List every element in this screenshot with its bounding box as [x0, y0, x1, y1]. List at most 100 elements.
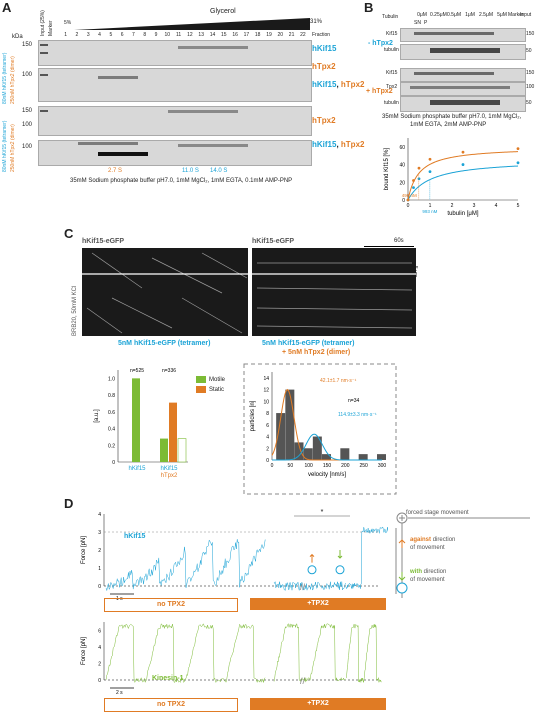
y-tick-label: 0 [112, 460, 115, 466]
fraction-number: 14 [207, 32, 218, 38]
force-trace [346, 527, 388, 589]
kymograph-streaks [82, 248, 416, 336]
kymo-caption-2a: 5nM hKif15-eGFP (tetramer) [262, 340, 354, 347]
against-word: against [410, 537, 431, 543]
bar [160, 439, 168, 462]
down-arrow-icon [338, 550, 342, 558]
force-trace [274, 624, 345, 682]
fraction-number: 12 [184, 32, 195, 38]
gel-label-both-2: hKif15, hTpx2 [312, 140, 364, 149]
force-trace [106, 624, 265, 683]
forced-movement-legend [390, 508, 538, 608]
y-tick-label: 3 [98, 530, 101, 536]
data-point [517, 161, 520, 164]
histogram-bar [377, 454, 386, 460]
y-tick-label: 0 [402, 198, 405, 204]
x-tick-label: 0 [271, 463, 274, 469]
panel-b-letter: B [364, 0, 373, 15]
y-tick-label: 0 [98, 584, 101, 590]
data-point [462, 151, 465, 154]
x-tick-label: 150 [323, 463, 332, 469]
condition-no-tpx2-bottom: no TPX2 [104, 698, 238, 712]
kymo-header-2: hKif15-eGFP [252, 238, 294, 245]
scale-time: 60s [394, 238, 404, 244]
x-category-label: hTpx2 [161, 473, 178, 479]
side-label-tpx2-2: 250nM hTpx2 (dimer) [10, 124, 16, 172]
fraction-number: 3 [83, 32, 94, 38]
y-tick-label: 0 [98, 678, 101, 684]
x-tick-label: 2 [451, 203, 454, 209]
input-label-b: Input [520, 12, 531, 18]
fraction-number: 5 [105, 32, 116, 38]
y-tick-label: 0.8 [108, 393, 115, 399]
x-tick-label: 200 [341, 463, 350, 469]
with-direction: direction [424, 569, 447, 575]
x-tick-label: 3 [473, 203, 476, 209]
legend-static-swatch [196, 386, 206, 393]
fraction-number: 9 [150, 32, 161, 38]
fraction-number: 15 [218, 32, 229, 38]
gel-label-tpx2-4: hTpx2 [341, 140, 365, 149]
y-tick-label: 40 [399, 163, 405, 169]
data-point [412, 179, 415, 182]
row-label-b-4: Tpx2 [386, 84, 397, 90]
data-point [517, 147, 520, 150]
s-value-2: 11.0 S [182, 168, 199, 174]
bead-icon [336, 566, 344, 574]
bar-outline [178, 439, 186, 462]
legend-motile-text: Motile [209, 377, 225, 383]
mw-b-1: 150 [526, 31, 534, 37]
gel-label-tpx2-1: hTpx2 [312, 62, 336, 71]
panel-c-letter: C [64, 226, 73, 241]
axis-break: // [300, 582, 306, 592]
fraction-number: 4 [94, 32, 105, 38]
fraction-label: Fraction [312, 32, 330, 38]
mw-a-3: 150 [22, 108, 32, 114]
fraction-numbers: 1 2 3 4 5 6 7 8 9 10 11 12 13 14 15 16 1… [60, 32, 310, 38]
n-label: n=336 [162, 368, 176, 374]
y-tick-label: 0 [266, 458, 269, 464]
y-tick-label: 0.2 [108, 443, 115, 449]
time-scale-label: 2 s [116, 690, 123, 694]
significance-star: * [321, 509, 324, 516]
against-of-movement: of movement [410, 545, 445, 551]
glycerol-gradient [74, 18, 310, 30]
x-category-label: hKif15 [128, 466, 146, 472]
with-word: with [410, 569, 422, 575]
mw-a-5: 100 [22, 144, 32, 150]
glycerol-label: Glycerol [210, 8, 236, 15]
s-value-1: 2.7 S [108, 168, 122, 174]
force-trace [106, 539, 265, 590]
fraction-number: 17 [241, 32, 252, 38]
fraction-number: 10 [162, 32, 173, 38]
histogram-bar [359, 454, 368, 460]
fraction-number: 22 [297, 32, 308, 38]
against-label: against direction of movement [410, 536, 455, 552]
mw-b-4: 100 [526, 84, 534, 90]
side-label-kif15-1: 80nM hKif15 (tetramer) [2, 53, 8, 104]
buffer-a: 35mM Sodium phosphate buffer pH7.0, 1mM … [70, 178, 292, 184]
y-tick-label: 2 [98, 661, 101, 667]
y-axis-label: [a.u.] [94, 409, 100, 423]
binding-plot: 02040600 1 2 3 4 5tubulin [μM]bound Kif15 [%]… [380, 132, 530, 222]
y-tick-label: 4 [266, 435, 269, 441]
gel-label-tpx2-2: hTpx2 [341, 80, 365, 89]
fraction-number: 13 [196, 32, 207, 38]
data-point [407, 199, 410, 202]
data-point [429, 158, 432, 161]
y-tick-label: 8 [266, 411, 269, 417]
mw-b-5: 50 [526, 100, 532, 106]
trace-label: hKif15 [124, 533, 146, 540]
x-tick-label: 50 [288, 463, 294, 469]
input-label-a: Input (25%) [40, 10, 46, 36]
forced-movement-label: forced stage movement [406, 510, 469, 516]
data-point [412, 186, 415, 189]
buffer-b-2: 1mM EGTA, 2mM AMP-PNP [410, 122, 486, 128]
kymo-header-1: hKif15-eGFP [82, 238, 124, 245]
binding-curve [408, 166, 518, 200]
kymo-caption-2b: + 5nM hTpx2 (dimer) [282, 349, 350, 356]
mw-a-2: 100 [22, 72, 32, 78]
gel-label-kif15-1: hKif15 [312, 44, 336, 53]
conc-label: 0.25μM [430, 12, 446, 18]
condition-tpx2-top: +TPX2 [250, 598, 386, 610]
